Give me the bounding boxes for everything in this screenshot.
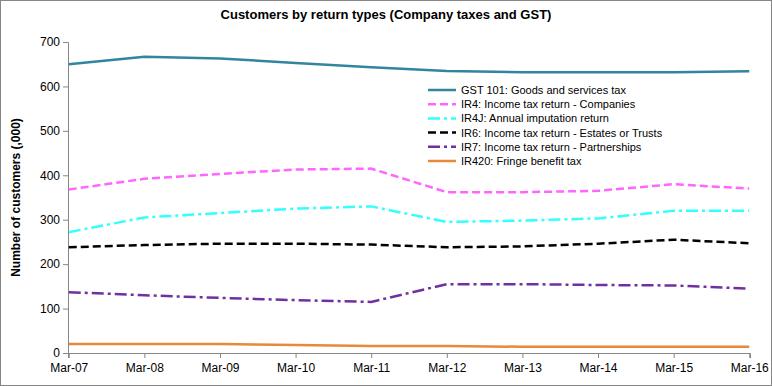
legend-label: IR7: Income tax return - Partnerships xyxy=(461,141,642,153)
series-line xyxy=(69,57,749,73)
y-tick-label: 400 xyxy=(40,169,60,183)
y-tick-label: 300 xyxy=(40,213,60,227)
y-tick: 200 xyxy=(40,257,68,271)
y-tick: 500 xyxy=(40,124,68,138)
y-tick-mark xyxy=(63,309,68,310)
x-tick-mark xyxy=(447,353,448,358)
x-tick-mark xyxy=(69,353,70,358)
x-tick-label: Mar-10 xyxy=(277,361,315,375)
x-tick: Mar-08 xyxy=(126,353,164,375)
x-tick-mark xyxy=(296,353,297,358)
y-tick: 600 xyxy=(40,80,68,94)
x-tick: Mar-14 xyxy=(580,353,618,375)
lines xyxy=(69,57,749,347)
legend-item: IR4: Income tax return - Companies xyxy=(428,98,636,110)
y-tick-mark xyxy=(63,175,68,176)
y-tick-mark xyxy=(63,264,68,265)
y-tick: 700 xyxy=(40,35,68,49)
legend-swatch xyxy=(428,160,456,163)
x-tick: Mar-16 xyxy=(731,353,769,375)
x-tick-mark xyxy=(144,353,145,358)
x-tick-mark xyxy=(674,353,675,358)
y-tick: 400 xyxy=(40,169,68,183)
y-axis-line xyxy=(63,43,69,354)
legend-swatch xyxy=(428,103,456,106)
series-line xyxy=(69,169,749,193)
x-tick-mark xyxy=(749,353,750,358)
x-tick-mark xyxy=(598,353,599,358)
y-tick: 0 xyxy=(53,346,68,360)
x-tick-label: Mar-12 xyxy=(428,361,466,375)
y-axis-title: Number of customers (,000) xyxy=(9,118,23,277)
legend-label: IR6: Income tax return - Estates or Trus… xyxy=(461,127,663,139)
x-tick-mark xyxy=(522,353,523,358)
x-tick: Mar-07 xyxy=(50,353,88,375)
legend-item: IR420: Fringe benefit tax xyxy=(428,155,582,167)
x-tick-label: Mar-16 xyxy=(731,361,769,375)
x-tick-label: Mar-13 xyxy=(504,361,542,375)
x-tick: Mar-10 xyxy=(277,353,315,375)
y-tick-mark xyxy=(63,131,68,132)
x-tick: Mar-13 xyxy=(504,353,542,375)
y-tick: 100 xyxy=(40,302,68,316)
x-axis-line xyxy=(69,354,751,359)
legend-label: IR4J: Annual imputation return xyxy=(461,112,609,124)
y-tick-label: 700 xyxy=(40,35,60,49)
x-axis: Mar-07 Mar-08 Mar-09 Mar-10 Mar-11 Mar-12 Mar-… xyxy=(50,353,769,375)
x-tick-mark xyxy=(220,353,221,358)
title: Customers by return types (Company taxes… xyxy=(221,7,552,22)
series-line xyxy=(69,240,749,248)
x-tick-label: Mar-07 xyxy=(50,361,88,375)
series-line xyxy=(69,206,749,232)
legend-label: IR420: Fringe benefit tax xyxy=(461,155,582,167)
y-axis: 0 100 200 300 400 500 600 700 xyxy=(40,35,69,360)
legend-item: IR7: Income tax return - Partnerships xyxy=(428,141,642,153)
legend: GST 101: Goods and services tax IR4: Inco… xyxy=(428,84,663,167)
y-tick-label: 100 xyxy=(40,302,60,316)
x-tick-mark xyxy=(371,353,372,358)
legend-label: GST 101: Goods and services tax xyxy=(461,84,626,96)
legend-swatch xyxy=(428,117,456,120)
y-tick-label: 600 xyxy=(40,80,60,94)
series-line xyxy=(69,284,749,302)
x-tick-label: Mar-14 xyxy=(580,361,618,375)
legend-item: GST 101: Goods and services tax xyxy=(428,84,626,96)
x-tick: Mar-12 xyxy=(428,353,466,375)
chart-border xyxy=(1,1,772,386)
y-tick-label: 200 xyxy=(40,257,60,271)
y-tick-label: 0 xyxy=(53,346,60,360)
x-tick-label: Mar-11 xyxy=(353,361,390,375)
x-tick-label: Mar-08 xyxy=(126,361,164,375)
legend-label: IR4: Income tax return - Companies xyxy=(461,98,636,110)
x-tick: Mar-09 xyxy=(201,353,239,375)
y-tick-label: 500 xyxy=(40,124,60,138)
y-tick-mark xyxy=(63,86,68,87)
y-tick-mark xyxy=(63,220,68,221)
x-tick-label: Mar-15 xyxy=(655,361,693,375)
legend-item: IR4J: Annual imputation return xyxy=(428,112,609,124)
y-tick-mark xyxy=(63,42,68,43)
legend-item: IR6: Income tax return - Estates or Trus… xyxy=(428,127,663,139)
plot: 0 100 200 300 400 500 600 700 Mar-07 Mar-08 Mar-09… xyxy=(40,35,769,374)
x-tick-label: Mar-09 xyxy=(201,361,239,375)
x-tick: Mar-11 xyxy=(353,353,390,375)
legend-swatch xyxy=(428,146,456,149)
legend-swatch xyxy=(428,131,456,134)
legend-swatch xyxy=(428,89,456,92)
x-tick: Mar-15 xyxy=(655,353,693,375)
series-line xyxy=(69,344,749,347)
y-tick-mark xyxy=(63,353,68,354)
y-tick: 300 xyxy=(40,213,68,227)
chart: Customers by return types (Company taxes… xyxy=(0,0,772,386)
